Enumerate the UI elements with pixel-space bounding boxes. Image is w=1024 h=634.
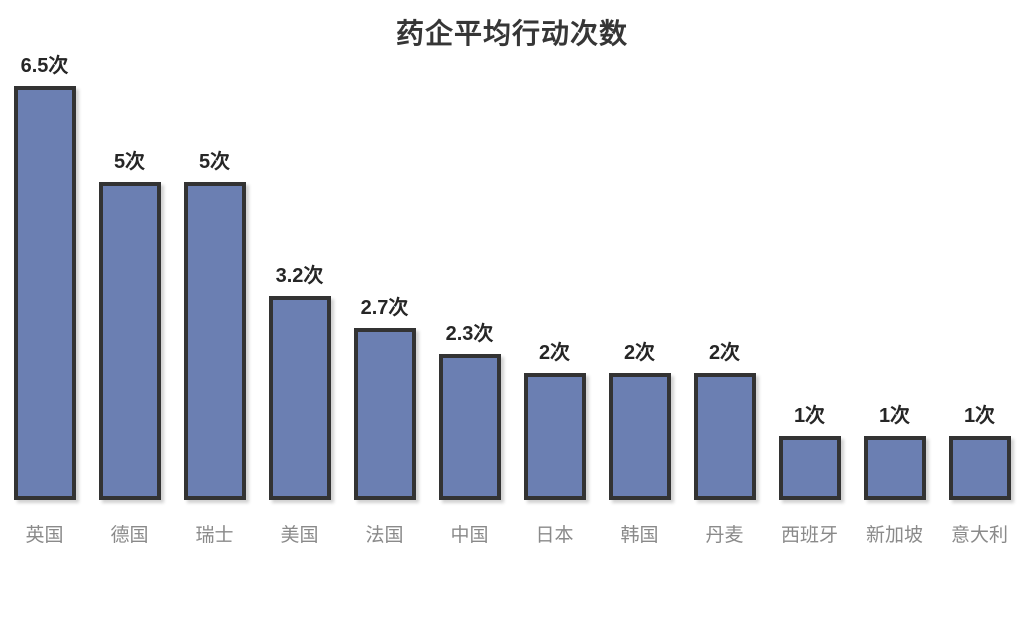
bar — [268, 296, 331, 500]
category-label: 英国 — [25, 525, 64, 546]
bar-group: 6.5次英国 — [2, 54, 87, 548]
bar — [523, 373, 586, 500]
bar — [948, 436, 1011, 500]
bar-group: 1次意大利 — [937, 404, 1022, 548]
bar — [183, 182, 246, 500]
category-label: 中国 — [450, 525, 489, 546]
bar-group: 5次瑞士 — [172, 150, 257, 548]
bar — [438, 354, 501, 500]
category-label: 韩国 — [620, 525, 659, 546]
category-label: 德国 — [110, 525, 149, 546]
bar — [608, 373, 671, 500]
category-label: 美国 — [280, 525, 319, 546]
bar-value-label: 1次 — [963, 405, 996, 427]
category-label: 瑞士 — [195, 525, 234, 546]
category-label: 法国 — [365, 525, 404, 546]
bar-value-label: 3.2次 — [275, 265, 324, 287]
category-label: 西班牙 — [780, 525, 838, 546]
bar — [13, 86, 76, 500]
bar-value-label: 5次 — [198, 151, 231, 173]
bar-group: 2次丹麦 — [682, 341, 767, 548]
bar-value-label: 1次 — [793, 405, 826, 427]
bar-value-label: 2.7次 — [360, 297, 409, 319]
chart-title: 药企平均行动次数 — [395, 18, 628, 49]
bar-group: 2.3次中国 — [427, 322, 512, 548]
bar-group: 5次德国 — [87, 150, 172, 548]
category-label: 意大利 — [950, 525, 1008, 546]
bar-group: 2次日本 — [512, 341, 597, 548]
bar-value-label: 5次 — [113, 151, 146, 173]
bar-value-label: 1次 — [878, 405, 911, 427]
bar-value-label: 2次 — [708, 342, 741, 364]
plot-area: 6.5次 英国 5次 德国 5次 瑞士 3.2次 美国 2.7次 法国 2.3次 中国 2次 日本 2次 韩国… — [2, 0, 1022, 548]
bar-group: 3.2次美国 — [257, 264, 342, 548]
bar — [353, 328, 416, 500]
bar-group: 2次韩国 — [597, 341, 682, 548]
bar-value-label: 6.5次 — [20, 55, 69, 77]
bar-value-label: 2次 — [623, 342, 656, 364]
bar — [98, 182, 161, 500]
bar — [863, 436, 926, 500]
category-label: 丹麦 — [705, 525, 744, 546]
bar — [693, 373, 756, 500]
bar-group: 1次西班牙 — [767, 404, 852, 548]
bar-value-label: 2.3次 — [445, 323, 494, 345]
bar-group: 1次新加坡 — [852, 404, 937, 548]
category-label: 新加坡 — [865, 525, 923, 546]
bar — [778, 436, 841, 500]
bar-group: 2.7次法国 — [342, 296, 427, 548]
bar-value-label: 2次 — [538, 342, 571, 364]
category-label: 日本 — [535, 525, 574, 546]
